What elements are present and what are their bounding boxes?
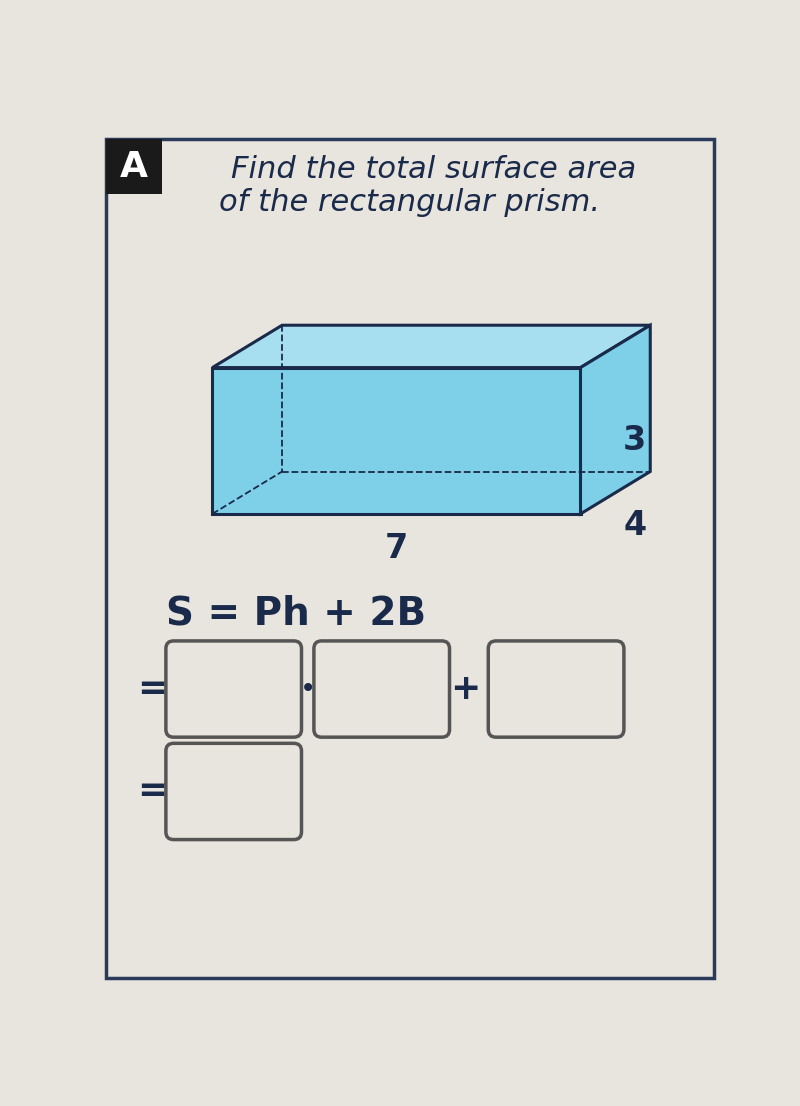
FancyBboxPatch shape <box>166 640 302 738</box>
Text: 4: 4 <box>623 509 646 542</box>
Text: 3: 3 <box>623 425 646 457</box>
Text: of the rectangular prism.: of the rectangular prism. <box>219 188 601 217</box>
Text: 7: 7 <box>385 532 408 565</box>
Bar <box>106 139 162 195</box>
Text: S = Ph + 2B: S = Ph + 2B <box>166 595 426 633</box>
Text: A: A <box>120 149 148 184</box>
FancyBboxPatch shape <box>488 640 624 738</box>
Text: Find the total surface area: Find the total surface area <box>230 155 636 185</box>
Text: =: = <box>138 672 168 706</box>
Polygon shape <box>212 367 581 514</box>
Polygon shape <box>581 325 650 514</box>
FancyBboxPatch shape <box>166 743 302 839</box>
FancyBboxPatch shape <box>314 640 450 738</box>
Text: =: = <box>138 774 168 808</box>
Text: •: • <box>299 675 316 703</box>
Polygon shape <box>212 325 650 367</box>
Text: + 2: + 2 <box>451 672 519 706</box>
